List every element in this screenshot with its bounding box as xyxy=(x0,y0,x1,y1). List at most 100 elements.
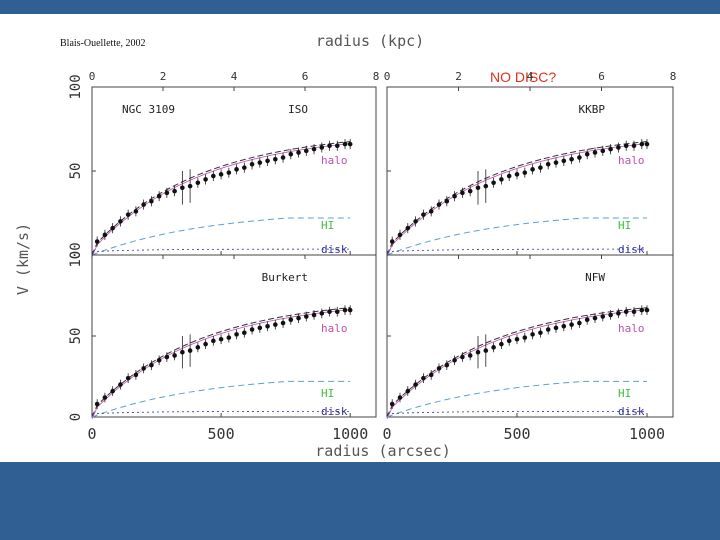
hi-label: HI xyxy=(618,219,631,232)
data-point xyxy=(483,183,489,189)
data-point xyxy=(514,336,520,342)
data-point xyxy=(172,353,177,358)
data-point xyxy=(514,172,520,177)
data-point xyxy=(499,341,504,347)
data-point xyxy=(94,401,100,407)
top-tick-label: 6 xyxy=(302,70,309,83)
data-point xyxy=(334,143,340,149)
data-point xyxy=(288,151,294,157)
data-point xyxy=(164,354,170,360)
data-point xyxy=(483,348,489,353)
panel-4: 0 500 1000 NFW halo HI disk xyxy=(382,254,674,443)
data-point xyxy=(561,323,567,329)
data-point xyxy=(303,148,309,154)
rotation-curve-figure: Blais-Ouellette, 2002 radius (kpc) radiu… xyxy=(14,32,676,460)
y-axis-label: V (km/s) xyxy=(14,223,32,295)
halo-curve xyxy=(91,309,351,420)
data-point xyxy=(133,372,139,378)
data-point xyxy=(600,314,606,319)
disk-curve xyxy=(386,410,648,415)
data-point xyxy=(553,160,559,165)
data-point xyxy=(623,309,629,315)
halo-label: halo xyxy=(618,154,645,167)
data-point xyxy=(273,156,278,162)
data-point xyxy=(94,239,100,244)
data-point xyxy=(141,366,146,371)
data-point xyxy=(639,307,645,313)
data-point xyxy=(234,167,239,172)
data-point xyxy=(311,146,317,152)
total-model-curve xyxy=(386,307,648,418)
halo-label: halo xyxy=(321,154,348,167)
data-point xyxy=(413,219,418,224)
data-point xyxy=(319,311,325,316)
data-point xyxy=(460,354,465,360)
data-point xyxy=(616,145,621,150)
disk-curve xyxy=(91,248,351,253)
data-point xyxy=(141,202,146,207)
data-point xyxy=(428,372,434,378)
data-point xyxy=(644,141,650,147)
data-point xyxy=(249,327,255,332)
bottom-tick-label: 0 xyxy=(382,425,391,443)
data-point xyxy=(644,307,650,313)
data-point xyxy=(460,190,465,196)
data-point xyxy=(397,395,403,400)
data-point xyxy=(203,341,208,347)
data-point xyxy=(102,395,108,400)
halo-curve xyxy=(386,143,648,258)
data-point xyxy=(280,320,286,326)
data-point xyxy=(242,165,247,170)
y-tick-label: 100 xyxy=(68,74,84,99)
data-point xyxy=(506,338,512,344)
hi-curve xyxy=(91,217,351,256)
data-point xyxy=(164,190,170,196)
hi-label: HI xyxy=(321,387,334,400)
data-point xyxy=(187,348,193,353)
data-point xyxy=(397,232,403,238)
data-point xyxy=(265,158,270,164)
data-point xyxy=(413,382,418,387)
data-point xyxy=(522,170,528,175)
data-point xyxy=(631,309,637,315)
total-model-curve xyxy=(386,141,648,256)
data-point xyxy=(327,309,332,315)
galaxy-label: NGC 3109 xyxy=(122,103,175,116)
data-point xyxy=(421,212,426,217)
data-point xyxy=(506,173,512,179)
y-tick-label: 50 xyxy=(68,163,84,180)
bottom-tick-label: 1000 xyxy=(629,425,665,443)
data-point xyxy=(180,185,185,191)
data-point xyxy=(616,311,621,316)
bottom-axis-label: radius (arcsec) xyxy=(315,442,450,460)
data-point xyxy=(257,325,263,331)
data-point xyxy=(592,150,598,155)
data-point xyxy=(195,345,201,350)
data-point xyxy=(600,148,606,154)
data-point xyxy=(110,225,115,231)
y-tick-label: 100 xyxy=(68,242,84,267)
top-axis-label: radius (kpc) xyxy=(316,32,424,50)
y-tick-label: 0 xyxy=(68,251,84,259)
data-point xyxy=(467,353,473,358)
model-label: KKBP xyxy=(579,103,606,116)
bottom-tick-label: 0 xyxy=(87,425,96,443)
bottom-tick-label: 500 xyxy=(208,425,235,443)
data-point xyxy=(452,358,457,363)
data-point xyxy=(475,349,481,355)
data-point xyxy=(156,358,162,363)
data-point xyxy=(218,336,224,342)
data-point xyxy=(421,375,426,381)
data-point xyxy=(475,185,481,191)
halo-label: halo xyxy=(321,322,348,335)
data-point xyxy=(319,145,325,150)
disk-label: disk xyxy=(618,405,645,418)
model-label: NFW xyxy=(585,271,605,284)
data-point xyxy=(172,188,177,194)
data-point xyxy=(452,193,457,199)
data-point xyxy=(242,330,247,336)
data-point xyxy=(118,219,123,224)
data-point xyxy=(405,388,411,394)
